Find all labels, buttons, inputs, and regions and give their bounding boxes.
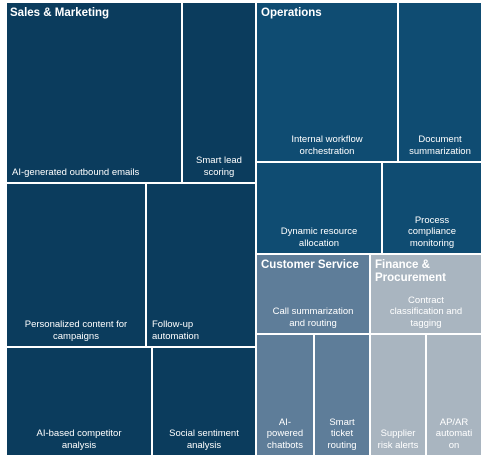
treemap-tile: Supplier risk alerts	[370, 334, 426, 456]
treemap-tile: Dynamic resource allocation	[256, 162, 382, 254]
treemap-tile: AI- powered chatbots	[256, 334, 314, 456]
tile-label: AP/AR automati on	[435, 416, 473, 451]
group-title: Finance & Procurement	[375, 259, 446, 284]
treemap-tile: Social sentiment analysis	[152, 347, 256, 456]
tile-label: Follow-up automation	[152, 319, 200, 342]
tile-label: AI-generated outbound emails	[12, 166, 140, 178]
treemap-tile: Call summarization and routing	[256, 254, 370, 334]
treemap-tile: Smart lead scoring	[182, 2, 256, 183]
treemap-tile: Internal workflow orchestration	[256, 2, 398, 162]
tile-label: Dynamic resource allocation	[280, 226, 358, 249]
treemap-tile: Contract classification and tagging	[370, 254, 482, 334]
tile-label: Smart lead scoring	[196, 155, 242, 178]
tile-label: AI-based competitor analysis	[36, 428, 122, 451]
treemap-tile: Follow-up automation	[146, 183, 256, 347]
tile-label: Process compliance monitoring	[407, 214, 457, 249]
tile-label: Document summarization	[409, 134, 471, 157]
tile-label: Smart ticket routing	[327, 416, 357, 451]
group-title: Sales & Marketing	[10, 7, 110, 19]
group-title: Operations	[261, 7, 322, 19]
tile-label: Internal workflow orchestration	[291, 134, 363, 157]
tile-label: Contract classification and tagging	[389, 294, 463, 329]
tile-label: AI- powered chatbots	[266, 416, 304, 451]
tile-label: Supplier risk alerts	[377, 428, 419, 451]
tile-label: Call summarization and routing	[272, 306, 354, 329]
treemap-tile: AP/AR automati on	[426, 334, 482, 456]
treemap-tile: AI-generated outbound emails	[6, 2, 182, 183]
treemap-tile: Personalized content for campaigns	[6, 183, 146, 347]
treemap-tile: Process compliance monitoring	[382, 162, 482, 254]
tile-label: Social sentiment analysis	[169, 428, 239, 451]
tile-label: Personalized content for campaigns	[24, 319, 128, 342]
treemap-tile: Document summarization	[398, 2, 482, 162]
treemap-tile: AI-based competitor analysis	[6, 347, 152, 456]
treemap-tile: Smart ticket routing	[314, 334, 370, 456]
group-title: Customer Service	[261, 259, 359, 271]
